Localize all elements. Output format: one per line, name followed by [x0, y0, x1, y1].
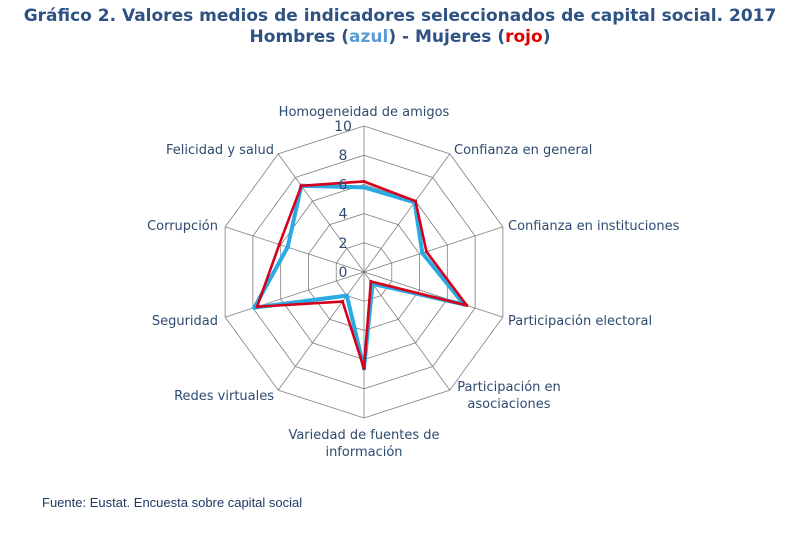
category-label-line: Confianza en general [454, 143, 592, 158]
source-note: Fuente: Eustat. Encuesta sobre capital s… [42, 495, 303, 510]
category-label-2: Confianza en instituciones [508, 219, 680, 234]
title-suffix: ) [542, 27, 551, 47]
category-label-6: Redes virtuales [174, 389, 274, 404]
category-label-line: Homogeneidad de amigos [279, 105, 450, 120]
tick-label-4: 4 [339, 207, 348, 223]
spoke-3 [363, 271, 503, 318]
spoke-9 [277, 153, 365, 273]
spoke-2 [363, 226, 503, 273]
title-blue-word: azul [349, 27, 389, 47]
title-red-word: rojo [505, 27, 543, 47]
data-point-mujeres-0 [362, 179, 366, 184]
category-label-line: Participación en [457, 380, 561, 395]
tick-label-2: 2 [339, 236, 348, 252]
category-label-5: Variedad de fuentes de información [288, 428, 439, 460]
tick-label-6: 6 [339, 177, 348, 193]
data-point-mujeres-2 [424, 250, 429, 254]
category-label-line: Redes virtuales [174, 389, 274, 404]
title-line-2: Hombres (azul) - Mujeres (rojo) [0, 27, 800, 48]
data-point-mujeres-9 [299, 184, 303, 188]
category-label-4: Participación en asociaciones [457, 380, 561, 412]
spoke-1 [363, 153, 451, 273]
data-point-mujeres-1 [413, 199, 418, 203]
category-label-7: Seguridad [152, 314, 218, 329]
category-label-line: información [325, 445, 402, 460]
category-label-8: Corrupción [147, 219, 218, 234]
spoke-4 [363, 271, 451, 391]
tick-label-0: 0 [339, 265, 348, 281]
chart-title: Gráfico 2. Valores medios de indicadores… [0, 6, 800, 48]
data-point-mujeres-4 [369, 279, 373, 284]
category-label-1: Confianza en general [454, 143, 592, 158]
data-point-hombres-0 [361, 185, 367, 190]
title-prefix: Hombres ( [249, 27, 350, 47]
category-label-0: Homogeneidad de amigos [279, 105, 450, 120]
category-label-9: Felicidad y salud [166, 143, 274, 158]
data-point-hombres-8 [285, 244, 290, 250]
data-point-hombres-2 [420, 250, 425, 256]
title-line-1: Gráfico 2. Valores medios de indicadores… [23, 6, 777, 26]
category-label-line: Variedad de fuentes de [288, 428, 439, 443]
category-label-line: Corrupción [147, 219, 218, 234]
spoke-8 [225, 226, 365, 273]
category-label-line: Seguridad [152, 314, 218, 329]
data-point-mujeres-7 [255, 305, 259, 309]
data-point-mujeres-6 [340, 299, 345, 304]
data-point-hombres-6 [344, 293, 350, 298]
data-point-mujeres-3 [465, 303, 469, 307]
tick-label-10: 10 [334, 119, 352, 135]
data-point-mujeres-8 [277, 242, 281, 247]
category-label-line: Participación electoral [508, 314, 652, 329]
series-line-hombres [252, 183, 466, 371]
category-label-line: Confianza en instituciones [508, 219, 680, 234]
data-point-mujeres-5 [362, 366, 366, 370]
category-label-line: asociaciones [467, 397, 550, 412]
title-mid: ) - Mujeres ( [388, 27, 506, 47]
category-label-3: Participación electoral [508, 314, 652, 329]
spoke-6 [277, 271, 365, 391]
spoke-7 [225, 271, 365, 318]
tick-label-8: 8 [339, 148, 348, 164]
category-label-line: Felicidad y salud [166, 143, 274, 158]
data-point-hombres-7 [252, 305, 257, 310]
